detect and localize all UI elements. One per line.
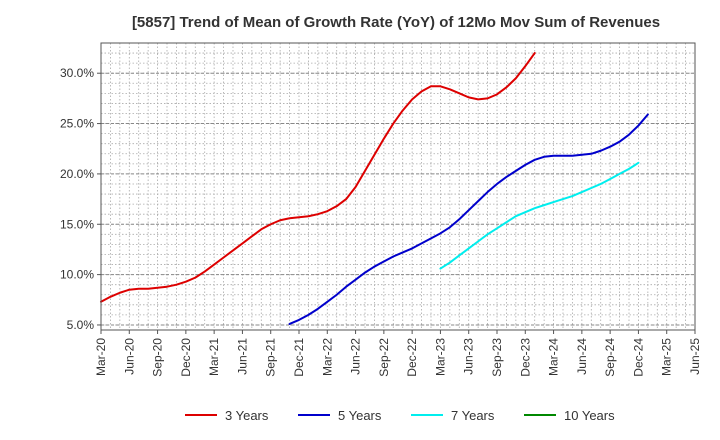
- y-axis: 5.0% 10.0% 15.0% 20.0% 25.0% 30.0%: [60, 66, 101, 332]
- series-line-3-years: [100, 52, 536, 303]
- grid-layer: [101, 42, 695, 330]
- x-tick-label: Sep-22: [377, 338, 391, 377]
- x-tick-label: Jun-25: [688, 338, 702, 375]
- series-line-7-years: [439, 161, 640, 270]
- x-tick-label: Sep-20: [151, 338, 165, 377]
- legend-label-3-years: 3 Years: [225, 408, 269, 423]
- x-tick-label: Mar-24: [547, 338, 561, 376]
- x-tick-label: Mar-25: [660, 338, 674, 376]
- x-tick-label: Mar-20: [94, 338, 108, 376]
- y-tick-label: 10.0%: [60, 268, 94, 282]
- chart-title: [5857] Trend of Mean of Growth Rate (YoY…: [132, 14, 660, 31]
- x-tick-label: Mar-22: [320, 338, 334, 376]
- legend: 3 Years 5 Years 7 Years 10 Years: [185, 408, 615, 423]
- x-tick-label: Dec-23: [518, 338, 532, 377]
- x-tick-label: Sep-24: [603, 338, 617, 377]
- x-tick-label: Jun-20: [122, 338, 136, 375]
- y-tick-label: 5.0%: [67, 318, 95, 332]
- y-tick-label: 15.0%: [60, 217, 94, 231]
- x-tick-label: Dec-24: [631, 338, 645, 377]
- series-line-5-years: [288, 113, 649, 325]
- x-tick-label: Jun-24: [575, 338, 589, 375]
- legend-label-7-years: 7 Years: [451, 408, 495, 423]
- series-layer: [100, 52, 649, 325]
- x-tick-label: Jun-21: [235, 338, 249, 375]
- y-tick-label: 30.0%: [60, 66, 94, 80]
- x-axis: Mar-20 Jun-20 Sep-20 Dec-20 Mar-21 Jun-21 Sep-…: [94, 330, 702, 377]
- legend-label-10-years: 10 Years: [564, 408, 615, 423]
- plot-border: [100, 42, 696, 331]
- x-tick-label: Jun-23: [462, 338, 476, 375]
- y-tick-label: 25.0%: [60, 117, 94, 131]
- x-tick-label: Dec-21: [292, 338, 306, 377]
- plot-frame: [100, 42, 696, 331]
- x-tick-label: Dec-20: [179, 338, 193, 377]
- x-tick-label: Sep-23: [490, 338, 504, 377]
- y-tick-label: 20.0%: [60, 167, 94, 181]
- x-tick-label: Sep-21: [264, 338, 278, 377]
- x-tick-label: Mar-21: [207, 338, 221, 376]
- x-tick-label: Mar-23: [433, 338, 447, 376]
- x-tick-label: Dec-22: [405, 338, 419, 377]
- legend-label-5-years: 5 Years: [338, 408, 382, 423]
- x-tick-label: Jun-22: [349, 338, 363, 375]
